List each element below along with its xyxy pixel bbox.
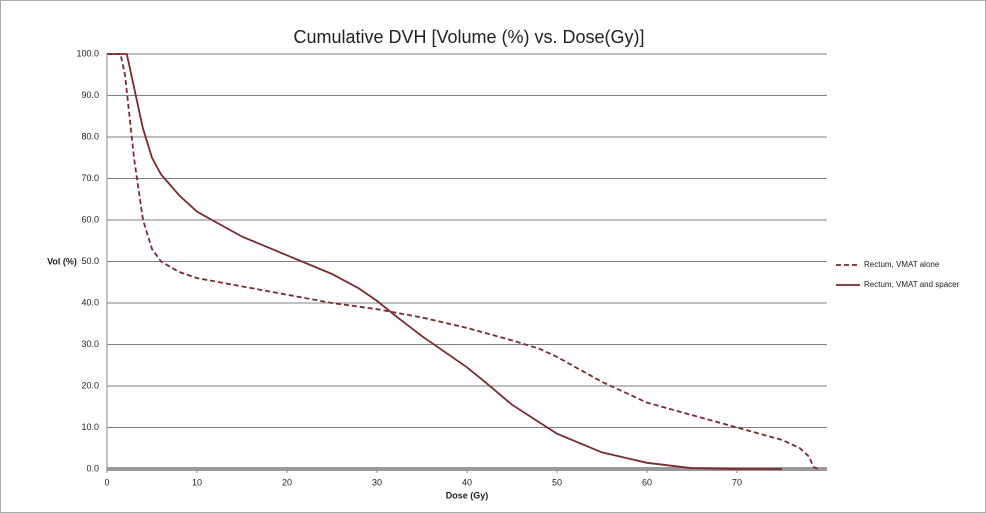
x-tick-label: 70: [732, 477, 742, 487]
y-tick-label: 0.0: [86, 463, 99, 473]
x-tick-label: 60: [642, 477, 652, 487]
x-tick-label: 30: [372, 477, 382, 487]
y-tick-label: 100.0: [76, 48, 99, 58]
legend-label: Rectum, VMAT alone: [864, 260, 940, 269]
x-tick-label: 20: [282, 477, 292, 487]
y-tick-label: 70.0: [81, 173, 99, 183]
y-tick-label: 40.0: [81, 297, 99, 307]
x-axis-label: Dose (Gy): [446, 490, 489, 500]
y-tick-label: 10.0: [81, 422, 99, 432]
x-tick-label: 50: [552, 477, 562, 487]
chart-title: Cumulative DVH [Volume (%) vs. Dose(Gy)]: [293, 27, 644, 47]
data-line: [107, 53, 782, 470]
y-tick-label: 90.0: [81, 90, 99, 100]
x-tick-label: 10: [192, 477, 202, 487]
y-tick-label: 20.0: [81, 380, 99, 390]
x-tick-label: 0: [104, 477, 109, 487]
y-tick-label: 60.0: [81, 214, 99, 224]
y-tick-label: 50.0: [81, 256, 99, 266]
y-axis-label: Vol (%): [47, 256, 77, 266]
x-tick-label: 40: [462, 477, 472, 487]
y-tick-label: 30.0: [81, 339, 99, 349]
y-tick-label: 80.0: [81, 131, 99, 141]
legend-label: Rectum, VMAT and spacer: [864, 280, 960, 289]
